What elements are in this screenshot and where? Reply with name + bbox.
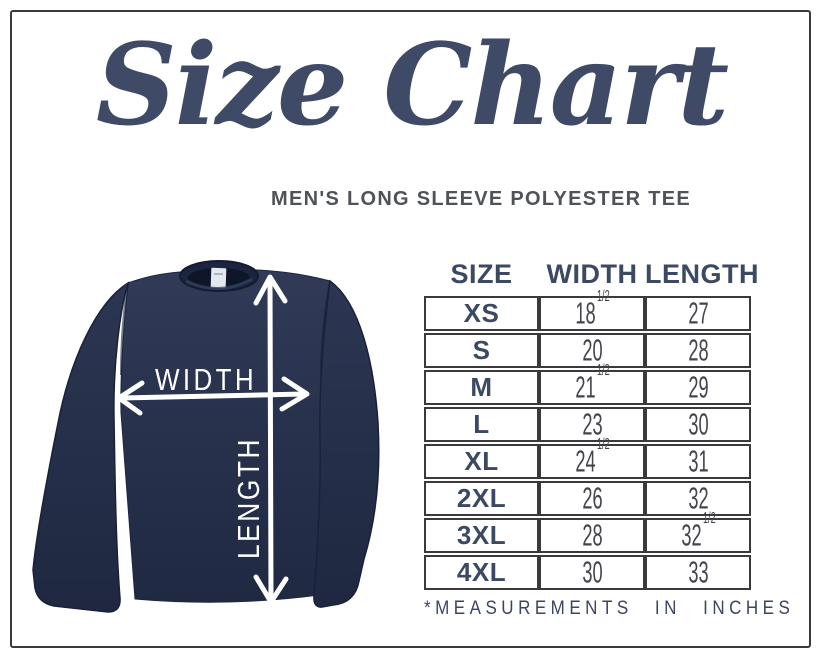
shirt-svg: WIDTH LENGTH [32, 260, 380, 613]
shoulder-seam-left [120, 282, 129, 376]
width-arrow [116, 376, 310, 416]
size-cell: L [424, 407, 539, 442]
length-cell: 33 [645, 554, 751, 590]
length-cell: 28 [645, 332, 751, 368]
border-frame [10, 10, 811, 648]
width-cell: 26 [539, 480, 645, 516]
width-label: WIDTH [155, 362, 257, 397]
table-row: XL 241/2 31 [424, 435, 751, 479]
size-table: SIZE WIDTH LENGTH XS 181/2 27 S 20 28 M … [424, 256, 795, 619]
length-cell: 31 [645, 443, 751, 479]
collar-rim-highlight [185, 277, 253, 291]
shirt-sleeve-left [32, 281, 130, 613]
column-header-width: WIDTH [546, 258, 638, 289]
table-row: M 211/2 29 [424, 361, 751, 405]
size-cell: XS [424, 296, 539, 331]
measurements-footnote: *MEASUREMENTS IN INCHES [424, 597, 795, 619]
table-row: 4XL 30 33 [424, 554, 751, 590]
width-cell: 28 [539, 517, 645, 553]
page-title: Size Chart [95, 20, 729, 151]
length-cell: 32 [645, 480, 751, 516]
shirt-sleeve-right [313, 279, 380, 608]
size-cell: S [424, 333, 539, 368]
table-row: XS 181/2 27 [424, 287, 751, 331]
size-cell: M [424, 370, 539, 405]
length-cell: 321/2 [645, 509, 751, 553]
width-cell: 30 [539, 554, 645, 590]
size-cell: 3XL [424, 518, 539, 553]
length-cell: 29 [645, 369, 751, 405]
table-row: S 20 28 [424, 332, 751, 368]
length-cell: 27 [645, 295, 751, 331]
column-header-size: SIZE [450, 258, 513, 289]
size-table-header: SIZE WIDTH LENGTH [424, 256, 759, 292]
width-cell: 181/2 [539, 287, 645, 331]
table-row: 3XL 28 321/2 [424, 509, 751, 553]
width-cell: 23 [539, 406, 645, 442]
length-arrow [253, 274, 289, 605]
table-row: L 23 30 [424, 406, 751, 442]
page-subtitle: MEN'S LONG SLEEVE POLYESTER TEE [271, 188, 691, 210]
collar-tag [210, 267, 227, 289]
table-row: 2XL 26 32 [424, 480, 751, 516]
size-cell: 2XL [424, 481, 539, 516]
shirt-body [120, 269, 331, 603]
width-cell: 241/2 [539, 435, 645, 479]
size-cell: 4XL [424, 555, 539, 590]
length-cell: 30 [645, 406, 751, 442]
width-cell: 20 [539, 332, 645, 368]
shirt-illustration: WIDTH LENGTH [28, 243, 420, 645]
length-label: LENGTH [231, 437, 266, 559]
column-header-length: LENGTH [645, 258, 759, 289]
size-cell: XL [424, 444, 539, 479]
width-cell: 211/2 [539, 361, 645, 405]
